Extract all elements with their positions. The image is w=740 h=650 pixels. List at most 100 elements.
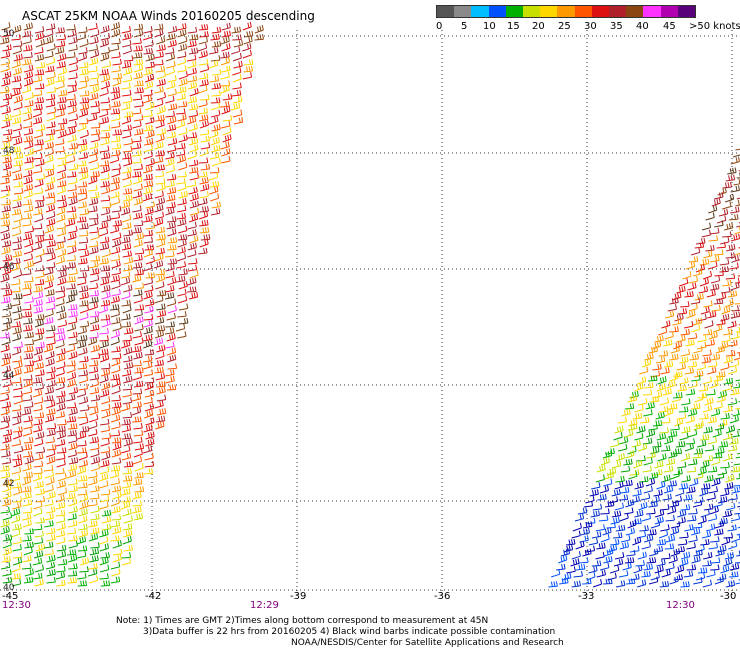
- wind-barb: [721, 536, 731, 546]
- wind-barb: [134, 87, 144, 94]
- wind-barb: [90, 456, 101, 465]
- wind-barb: [90, 513, 100, 521]
- wind-barb: [89, 316, 100, 325]
- wind-barb: [132, 478, 143, 486]
- wind-barb: [661, 553, 671, 560]
- wind-barb: [78, 109, 89, 118]
- wind-barb: [145, 256, 155, 265]
- wind-barb: [687, 332, 698, 340]
- wind-barb: [732, 305, 740, 312]
- wind-barb: [112, 129, 122, 136]
- wind-barb: [23, 205, 34, 213]
- wind-barb: [24, 276, 34, 283]
- wind-barb: [187, 40, 197, 48]
- wind-barb: [165, 292, 175, 300]
- wind-barb: [662, 493, 672, 501]
- wind-barb: [24, 239, 34, 248]
- wind-barb: [111, 449, 122, 458]
- wind-barb: [133, 114, 144, 122]
- wind-barb: [122, 536, 132, 545]
- wind-barb: [46, 86, 57, 94]
- wind-barb: [155, 115, 165, 122]
- wind-barb: [121, 403, 131, 412]
- wind-barb: [134, 324, 144, 332]
- wind-barb: [221, 43, 231, 52]
- wind-barb: [123, 138, 133, 146]
- wind-barb: [90, 344, 100, 353]
- wind-barb: [708, 205, 718, 214]
- wind-barb: [665, 458, 676, 466]
- wind-barb: [77, 326, 87, 335]
- wind-barb: [591, 531, 602, 539]
- wind-barb: [708, 486, 718, 494]
- wind-barb: [79, 493, 89, 503]
- wind-barb: [605, 448, 615, 455]
- wind-barb: [101, 319, 111, 328]
- wind-barb: [187, 264, 198, 272]
- wind-barb: [78, 230, 89, 237]
- wind-barb: [707, 513, 718, 522]
- wind-barb: [22, 121, 33, 129]
- wind-barb: [143, 263, 153, 272]
- wind-barb: [220, 84, 230, 94]
- wind-barb: [143, 89, 153, 97]
- wind-barb: [611, 488, 621, 497]
- wind-barb: [177, 43, 188, 52]
- wind-barb: [0, 274, 10, 283]
- wind-barb: [628, 419, 638, 427]
- wind-barb: [24, 339, 35, 346]
- wind-barb: [167, 137, 178, 146]
- wind-barb: [13, 137, 23, 146]
- wind-barb: [44, 274, 54, 283]
- lon-label: -39: [290, 591, 306, 602]
- wind-barb: [570, 558, 580, 567]
- wind-barb: [100, 459, 110, 468]
- wind-barb: [199, 206, 209, 213]
- wind-barb: [22, 30, 32, 38]
- wind-barb: [131, 142, 142, 150]
- wind-barb: [133, 449, 143, 458]
- wind-barb: [156, 408, 167, 416]
- wind-barb: [44, 484, 54, 493]
- wind-barb: [44, 414, 55, 423]
- wind-barb: [588, 537, 599, 546]
- wind-barb: [2, 156, 12, 164]
- legend-swatch: [626, 6, 644, 17]
- wind-barb: [632, 536, 642, 546]
- wind-barb: [176, 261, 187, 269]
- wind-barb: [680, 328, 690, 336]
- wind-barb: [88, 477, 98, 486]
- wind-barb: [56, 206, 66, 216]
- wind-barb: [165, 47, 175, 55]
- wind-barb: [46, 366, 56, 374]
- wind-barb: [711, 304, 721, 312]
- wind-barb: [1, 352, 12, 360]
- wind-barb: [44, 247, 54, 255]
- wind-barb: [122, 335, 132, 342]
- wind-barb: [143, 397, 153, 405]
- wind-barb: [33, 306, 43, 314]
- wind-barb: [2, 484, 12, 493]
- wind-barb: [12, 25, 22, 34]
- wind-barb: [122, 384, 133, 391]
- wind-barb: [243, 30, 254, 38]
- wind-barb: [46, 429, 56, 437]
- wind-barb: [571, 580, 581, 588]
- wind-barb: [23, 71, 34, 80]
- wind-barb: [23, 190, 33, 199]
- wind-barb: [156, 44, 166, 52]
- wind-barb: [67, 570, 78, 577]
- wind-barb: [176, 142, 186, 150]
- wind-barb: [12, 173, 23, 181]
- wind-barb: [35, 314, 45, 321]
- wind-barb: [123, 55, 134, 62]
- wind-barb: [199, 238, 209, 248]
- wind-barb: [133, 183, 143, 192]
- wind-barb: [155, 269, 165, 276]
- wind-barb: [165, 369, 175, 377]
- wind-barb: [697, 335, 707, 343]
- wind-barb: [13, 459, 23, 468]
- wind-barb: [701, 530, 712, 539]
- wind-barb: [664, 543, 675, 550]
- wind-barb: [1, 401, 12, 409]
